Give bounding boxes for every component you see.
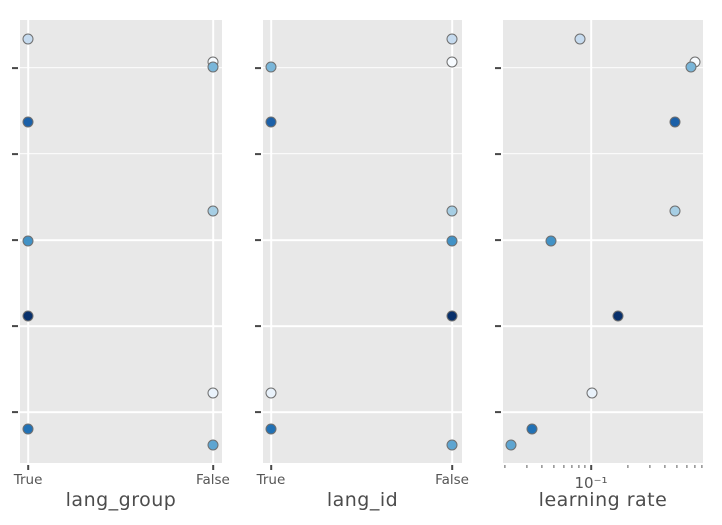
data-point (526, 423, 538, 435)
horizontal-gridline (20, 411, 222, 413)
data-point (265, 116, 277, 128)
horizontal-gridline (503, 239, 703, 241)
x-axis-minor-tick (578, 464, 580, 468)
x-tick-label: False (435, 472, 469, 488)
data-point (207, 387, 219, 399)
y-axis-tick (12, 411, 18, 413)
y-axis-tick (495, 239, 501, 242)
x-axis-tick (212, 465, 214, 470)
x-axis-label-lang-group: lang_group (65, 489, 177, 511)
data-point (22, 235, 34, 247)
y-axis-tick (255, 239, 261, 242)
y-axis-tick (495, 152, 501, 155)
data-point (265, 387, 277, 399)
data-point (446, 56, 458, 68)
data-point (669, 205, 681, 217)
y-axis-tick (495, 411, 501, 413)
data-point (207, 61, 219, 73)
data-point (22, 423, 34, 435)
x-axis-minor-tick (676, 464, 678, 468)
data-point (446, 205, 458, 217)
horizontal-gridline (503, 152, 703, 155)
y-axis-tick (495, 66, 501, 69)
x-tick-label: True (13, 472, 43, 488)
y-axis-tick (12, 152, 18, 155)
horizontal-gridline (503, 411, 703, 413)
x-axis-minor-tick (541, 464, 543, 468)
x-axis-label-learning-rate: learning rate (538, 489, 668, 511)
data-point (22, 116, 34, 128)
y-axis-tick (12, 66, 18, 69)
x-axis-tick (451, 465, 453, 470)
x-axis-minor-tick (584, 464, 586, 468)
x-tick-label: 10⁻¹ (574, 474, 608, 492)
x-axis-minor-tick (694, 464, 696, 468)
data-point (207, 205, 219, 217)
data-point (207, 439, 219, 451)
horizontal-gridline (20, 325, 222, 327)
y-axis-tick (12, 325, 18, 328)
y-axis-tick (255, 66, 261, 69)
data-point (446, 310, 458, 322)
data-point (446, 235, 458, 247)
x-axis-tick (27, 465, 29, 470)
data-point (505, 439, 517, 451)
x-axis-minor-tick (649, 464, 651, 468)
data-point (545, 235, 557, 247)
data-point (685, 61, 697, 73)
vertical-gridline (270, 20, 272, 463)
data-point (574, 33, 586, 45)
x-tick-label: False (195, 472, 230, 488)
x-tick-label: True (256, 472, 286, 488)
y-axis-tick (12, 239, 18, 242)
vertical-gridline (590, 20, 592, 463)
data-point (265, 61, 277, 73)
y-axis-tick (255, 152, 261, 155)
horizontal-gridline (503, 67, 703, 69)
subplot-learning-rate: 10⁻¹ (495, 20, 703, 492)
horizontal-gridline (263, 67, 462, 69)
x-axis-label-lang-id: lang_id (326, 489, 399, 511)
x-axis-minor-tick (571, 464, 573, 468)
horizontal-gridline (503, 325, 703, 327)
horizontal-gridline (263, 325, 462, 327)
x-axis-minor-tick (563, 464, 565, 468)
x-axis-tick (590, 465, 592, 470)
y-axis-tick (495, 325, 501, 328)
horizontal-gridline (263, 239, 462, 241)
data-point (612, 310, 624, 322)
horizontal-gridline (20, 67, 222, 69)
x-axis-minor-tick (504, 464, 506, 468)
data-point (586, 387, 598, 399)
x-axis-minor-tick (686, 464, 688, 468)
subplot-lang-id: True False (255, 20, 469, 488)
data-point (22, 33, 34, 45)
y-axis-tick (255, 411, 261, 413)
data-point (22, 310, 34, 322)
horizontal-gridline (20, 239, 222, 241)
x-axis-minor-tick (664, 464, 666, 468)
x-axis-minor-tick (526, 464, 528, 468)
data-point (669, 116, 681, 128)
horizontal-gridline (263, 411, 462, 413)
y-axis-tick (255, 325, 261, 328)
horizontal-gridline (263, 152, 462, 155)
subplot-lang-group: True False (12, 20, 230, 488)
x-axis-tick (270, 465, 272, 470)
data-point (446, 439, 458, 451)
x-axis-minor-tick (627, 464, 629, 468)
data-point (446, 33, 458, 45)
data-point (265, 423, 277, 435)
vertical-gridline (212, 20, 214, 463)
x-axis-minor-tick (701, 464, 703, 468)
horizontal-gridline (20, 152, 222, 155)
x-axis-minor-tick (553, 464, 555, 468)
